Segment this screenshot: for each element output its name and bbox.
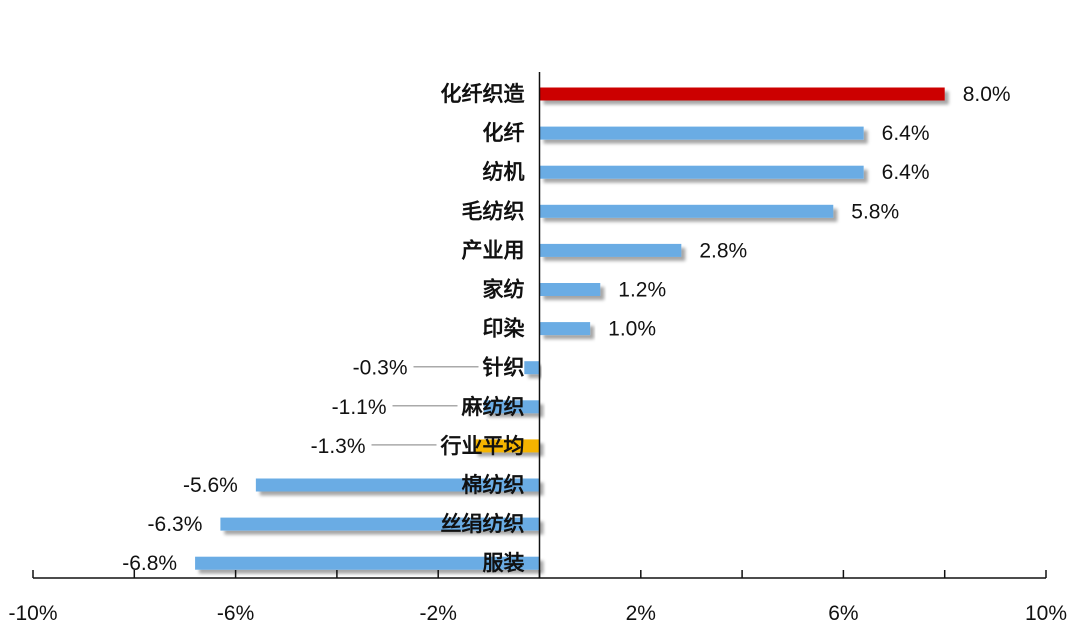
bar [483,400,540,414]
data-label: -5.6% [183,474,238,497]
data-label: 1.2% [618,279,666,302]
category-label: 麻纺织 [461,395,525,419]
data-label: -6.3% [148,513,203,536]
data-label: 6.4% [882,122,930,145]
x-tick-label: -2% [420,602,457,625]
data-label: 5.8% [851,200,899,223]
data-label: 8.0% [963,83,1011,106]
bar [539,322,591,336]
category-label: 行业平均 [440,434,525,458]
x-tick-label: 6% [828,602,858,625]
x-tick-label: -6% [217,602,254,625]
category-label: 丝绢纺织 [441,512,525,536]
category-label: 产业用 [462,238,525,262]
data-label: 1.0% [608,318,656,341]
category-label: 化纤织造 [441,82,526,106]
bar [539,283,601,296]
category-label: 棉纺织 [462,473,525,497]
category-label: 家纺 [483,278,525,302]
category-label: 针织 [483,356,525,380]
bar [539,165,864,179]
x-tick-label: -10% [8,602,57,625]
x-tick-label: 10% [1025,602,1067,625]
data-label: -6.8% [122,552,177,575]
data-label: -0.3% [353,357,408,380]
category-label: 服装 [483,551,525,575]
category-label: 印染 [483,317,525,341]
bar [195,556,540,570]
bar [539,126,864,140]
bar [220,517,540,531]
bar [473,439,540,453]
bar [539,87,945,101]
bars-layer [195,87,945,570]
category-label: 化纤 [483,121,525,145]
data-label: -1.1% [332,396,387,419]
data-label: 2.8% [699,239,747,262]
bar [255,478,540,492]
leader-lines-layer [371,365,479,446]
bar [539,243,682,257]
bar [524,361,540,375]
category-label: 毛纺织 [462,199,525,223]
labels-layer: 化纤织造 8.0% 化纤 6.4% 纺机 6.4% 毛纺织 5.8% 产业用 2.8% 家纺 1.2%… [8,82,1067,625]
bar [539,204,834,218]
axes-layer [32,72,1047,579]
data-label: 6.4% [882,161,930,184]
data-label: -1.3% [311,435,366,458]
x-tick-label: 2% [626,602,656,625]
category-label: 纺机 [483,160,525,184]
